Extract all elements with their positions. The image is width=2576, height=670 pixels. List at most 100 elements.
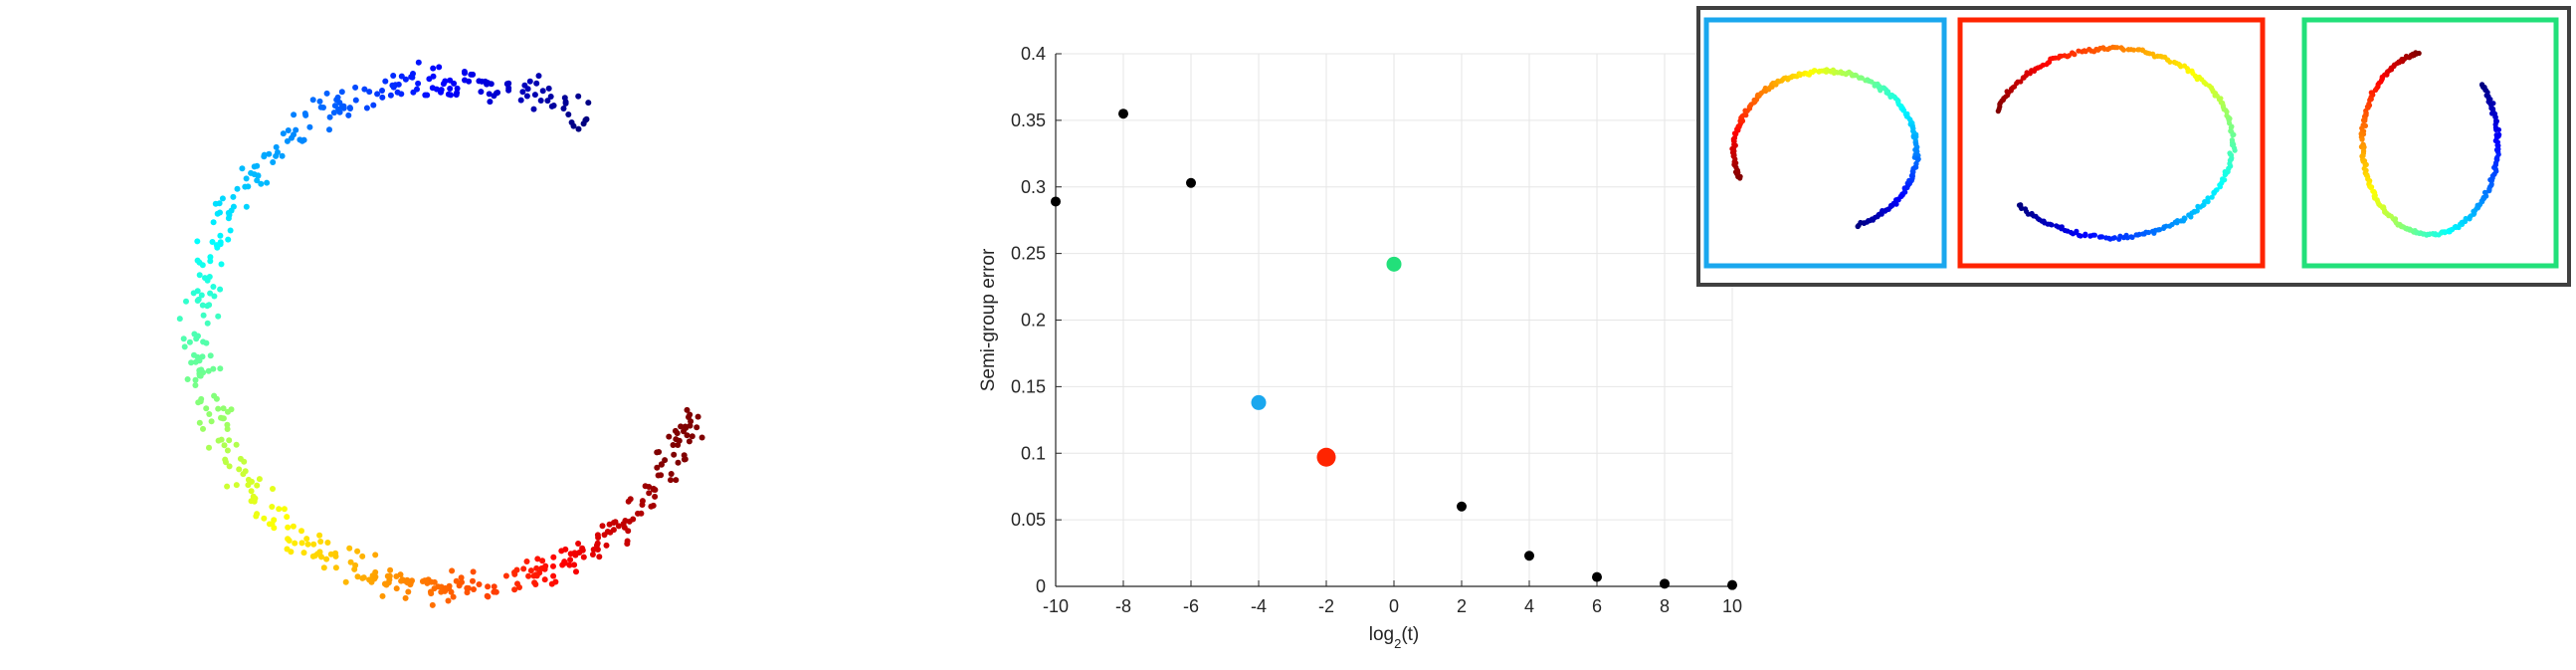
ring-point: [225, 236, 232, 243]
ring-point: [436, 64, 443, 71]
ring-point: [220, 405, 227, 412]
ring-point: [233, 482, 240, 489]
ring-point: [379, 592, 386, 599]
ring-point: [575, 125, 582, 132]
ring-point: [316, 532, 323, 539]
ring-point: [304, 541, 311, 548]
ring-point: [673, 436, 680, 443]
ring-point: [316, 549, 323, 556]
inset-frame: [2301, 17, 2559, 269]
ring-point: [203, 405, 210, 412]
ring-point: [386, 576, 393, 583]
y-tick-label: 0.25: [1011, 244, 1046, 264]
ring-point: [675, 459, 682, 466]
ring-point: [298, 528, 304, 535]
ring-point: [206, 444, 212, 451]
ring-point: [206, 302, 213, 309]
ring-point: [545, 85, 552, 92]
ring-point: [253, 513, 260, 520]
ring-point: [372, 573, 379, 580]
ring-point: [422, 577, 429, 584]
ring-point: [694, 424, 700, 431]
ring-point: [217, 209, 223, 216]
inset-embeddings: [1696, 6, 2571, 287]
ring-point: [326, 113, 333, 120]
ring-point: [293, 126, 299, 133]
ring-point: [684, 406, 691, 413]
y-tick-label: 0.4: [1021, 44, 1046, 64]
ring-point: [429, 85, 436, 92]
x-tick-label: 10: [1722, 596, 1742, 616]
ring-point: [361, 86, 368, 93]
ring-point: [208, 418, 215, 425]
ring-point: [196, 357, 203, 364]
ring-point: [603, 542, 610, 549]
ring-point: [435, 583, 442, 590]
ring-point: [573, 568, 579, 575]
ring-point: [462, 77, 468, 84]
data-point: [1316, 447, 1336, 467]
inset-embedding: [2358, 50, 2502, 238]
y-tick-label: 0.15: [1011, 376, 1046, 396]
ring-point: [196, 419, 203, 426]
ring-point: [285, 127, 292, 133]
ring-point: [379, 94, 386, 101]
ring-point: [213, 242, 220, 249]
ring-point: [585, 100, 592, 107]
ring-point: [533, 564, 540, 571]
ring-point: [525, 572, 532, 579]
ring-point: [310, 541, 317, 548]
ring-point: [327, 551, 334, 558]
ring-point: [221, 442, 228, 449]
ring-point: [447, 86, 454, 92]
ring-point: [476, 581, 483, 587]
ring-point: [410, 89, 417, 96]
ring-point: [219, 195, 226, 202]
ring-point: [424, 92, 431, 99]
ring-point: [539, 558, 546, 564]
ring-point: [347, 558, 354, 565]
ring-point: [576, 550, 583, 556]
ring-point: [534, 556, 541, 562]
ring-point: [430, 65, 437, 72]
ring-point: [251, 171, 258, 178]
ring-point: [402, 594, 409, 601]
ring-point: [215, 405, 222, 412]
ring-point: [197, 372, 204, 379]
ring-point: [284, 546, 291, 553]
data-point: [1592, 571, 1602, 582]
ring-point: [243, 203, 250, 210]
ring-point: [672, 427, 679, 434]
ring-point: [195, 296, 202, 303]
ring-point: [410, 71, 416, 77]
ring-point: [298, 540, 305, 547]
embedding-insets: [1696, 6, 2571, 287]
ring-point: [291, 112, 297, 118]
ring-point: [261, 515, 268, 522]
ring-point: [199, 302, 206, 309]
ring-point: [654, 464, 661, 471]
ring-point: [202, 275, 208, 282]
ring-point: [338, 89, 345, 96]
ring-point: [284, 514, 291, 521]
ring-point: [346, 105, 353, 112]
ring-point: [196, 272, 203, 279]
data-point: [1386, 256, 1402, 272]
ring-point: [470, 71, 477, 78]
ring-point: [207, 290, 214, 297]
ring-point: [300, 550, 307, 557]
ring-point: [230, 193, 237, 200]
ring-point: [445, 91, 452, 98]
ring-point: [192, 376, 199, 383]
ring-point: [292, 540, 298, 547]
ring-point: [218, 261, 225, 268]
ring-point: [566, 561, 573, 568]
ring-point: [505, 80, 512, 87]
ring-point: [580, 120, 587, 127]
ring-point: [642, 483, 649, 490]
ring-point: [458, 574, 465, 581]
y-tick-label: 0.35: [1011, 111, 1046, 130]
ring-point: [194, 288, 201, 295]
ring-point: [533, 80, 540, 87]
ring-point: [409, 577, 415, 584]
